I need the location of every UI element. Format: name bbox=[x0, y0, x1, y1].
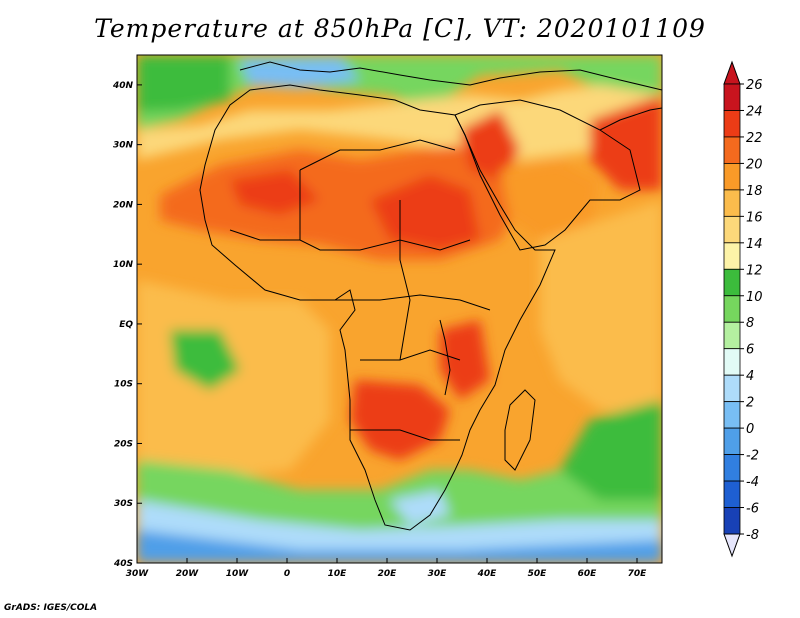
colorbar-label: -2 bbox=[746, 449, 759, 464]
lon-tick-label: 60E bbox=[578, 569, 598, 579]
map-title: Temperature at 850hPa [C], VT: 202010110… bbox=[94, 14, 706, 43]
colorbar-label: 10 bbox=[746, 290, 763, 305]
colorbar-box bbox=[723, 401, 741, 429]
colorbar-box bbox=[723, 242, 741, 270]
field-sahara-core-west bbox=[230, 170, 320, 215]
lat-tick-label: 20N bbox=[113, 200, 134, 210]
colorbar-box bbox=[723, 480, 741, 508]
colorbar-box bbox=[723, 321, 741, 350]
colorbar-box bbox=[723, 189, 741, 217]
colorbar-label: 14 bbox=[746, 237, 763, 252]
lon-tick-label: 70E bbox=[628, 569, 648, 579]
colorbar-top-arrow bbox=[723, 60, 741, 85]
colorbar-box bbox=[723, 427, 741, 455]
colorbar-box bbox=[723, 295, 741, 323]
longitude-axis: 30W 20W 10W 0 10E 20E 30E 40E 50E 60E 70E bbox=[126, 558, 647, 579]
border-1 bbox=[299, 139, 456, 171]
field-atlantic-green bbox=[137, 55, 230, 112]
lat-tick-label: 30S bbox=[114, 499, 133, 509]
lon-tick-label: 30W bbox=[126, 569, 150, 579]
border-3 bbox=[330, 294, 491, 311]
field-subtropics-yellow bbox=[137, 85, 662, 160]
lon-tick-label: 10W bbox=[226, 569, 250, 579]
colorbar-label: 0 bbox=[746, 422, 754, 437]
colorbar-label: 6 bbox=[746, 343, 754, 358]
colorbar-box bbox=[723, 163, 741, 191]
field-atlantic-green-patch bbox=[170, 330, 240, 390]
colorbar-label: 16 bbox=[746, 210, 763, 225]
field-india-hot bbox=[590, 95, 662, 190]
colorbar-label: 22 bbox=[746, 131, 763, 146]
border-4 bbox=[360, 349, 461, 361]
lon-tick-label: 20W bbox=[176, 569, 200, 579]
colorbar-label: 26 bbox=[746, 78, 763, 93]
field-arabia bbox=[500, 160, 600, 240]
colorbar-box bbox=[723, 83, 741, 111]
field-southern-cold bbox=[137, 530, 662, 563]
colorbar-box bbox=[723, 374, 741, 403]
europe-coast bbox=[239, 61, 662, 91]
colorbar-label: 2 bbox=[746, 396, 754, 411]
lat-tick-label: 10S bbox=[114, 380, 133, 390]
colorbar-box bbox=[723, 110, 741, 138]
colorbar-box bbox=[723, 507, 741, 535]
colorbar-label: -4 bbox=[746, 475, 759, 490]
colorbar-label: 12 bbox=[746, 263, 763, 278]
lon-tick-label: 40E bbox=[477, 569, 498, 579]
colorbar-box bbox=[723, 348, 741, 376]
latitude-axis: 40N 30N 20N 10N EQ 10S 20S 30S 40S bbox=[112, 81, 142, 569]
border-6 bbox=[399, 200, 411, 361]
border-5 bbox=[350, 429, 460, 441]
colorbar-box bbox=[723, 136, 741, 164]
lat-tick-label: 10N bbox=[113, 260, 134, 270]
colorbar-box bbox=[723, 268, 741, 297]
field-cape-cool bbox=[390, 490, 450, 525]
lon-tick-label: 0 bbox=[284, 569, 290, 579]
lon-tick-label: 10E bbox=[328, 569, 348, 579]
colorbar-bottom-arrow bbox=[723, 533, 741, 558]
colorbar-label: 24 bbox=[746, 104, 763, 119]
colorbar-label: -6 bbox=[746, 502, 759, 517]
lon-tick-label: 20E bbox=[378, 569, 398, 579]
border-2 bbox=[229, 229, 471, 251]
colorbar-box bbox=[723, 215, 741, 244]
field-indian-ocean bbox=[540, 200, 662, 420]
field-east-africa-hot bbox=[440, 320, 490, 400]
rift-lakes bbox=[439, 319, 451, 396]
colorbar-label: 18 bbox=[746, 184, 763, 199]
colorbar-label: 8 bbox=[746, 316, 754, 331]
field-southern-africa-hot bbox=[350, 380, 450, 460]
coastlines bbox=[199, 61, 662, 531]
grads-credit: GrADS: IGES/COLA bbox=[4, 603, 98, 613]
lat-tick-label: 40N bbox=[112, 81, 134, 91]
madagascar-coast bbox=[504, 389, 536, 471]
field-sahara-core-east bbox=[370, 175, 480, 250]
colorbar-box bbox=[723, 454, 741, 482]
lon-tick-label: 30E bbox=[428, 569, 448, 579]
plot-frame bbox=[136, 54, 663, 564]
lon-tick-label: 50E bbox=[528, 569, 548, 579]
field-se-indian-green bbox=[560, 400, 662, 500]
temperature-field bbox=[137, 55, 662, 563]
colorbar-label: 20 bbox=[746, 157, 763, 172]
asia-coast bbox=[599, 107, 662, 131]
colorbar-label: 4 bbox=[746, 369, 754, 384]
lat-tick-label: EQ bbox=[119, 320, 133, 330]
arabia-coast bbox=[454, 99, 641, 251]
lat-tick-label: 30N bbox=[113, 141, 134, 151]
colorbar-label: -8 bbox=[746, 528, 759, 543]
colorbar-boxes bbox=[723, 60, 741, 558]
field-north-cold bbox=[240, 58, 360, 88]
lat-tick-label: 40S bbox=[113, 559, 133, 569]
lat-tick-label: 20S bbox=[114, 439, 133, 449]
